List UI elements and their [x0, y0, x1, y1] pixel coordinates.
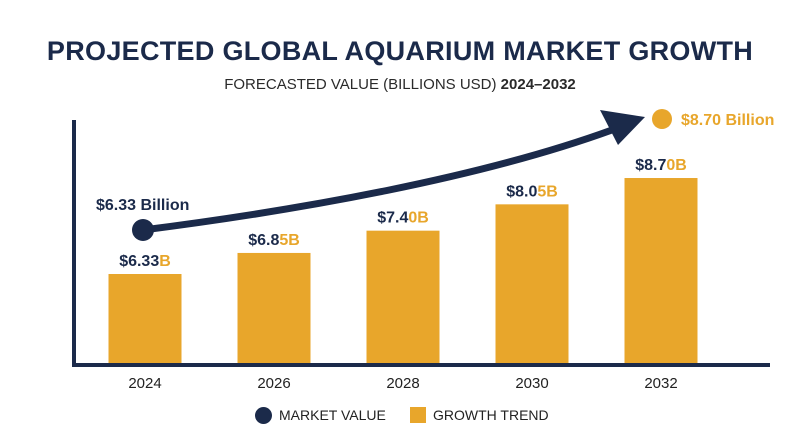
trend-start-marker	[132, 219, 154, 241]
legend-item-growth-trend: GROWTH TREND	[410, 404, 549, 426]
x-tick-label-2030: 2030	[515, 375, 548, 392]
legend: MARKET VALUE GROWTH TREND	[0, 404, 800, 426]
bar-2026	[237, 252, 311, 363]
subtitle-prefix: FORECASTED VALUE (BILLIONS USD)	[224, 76, 497, 93]
legend-square-icon	[410, 407, 426, 423]
bar-2024	[108, 274, 182, 363]
x-tick-label-2032: 2032	[644, 375, 677, 392]
trend-end-marker	[652, 109, 672, 129]
bar-2030	[495, 204, 569, 363]
value-label-main: $8.7	[635, 157, 666, 174]
legend-label: GROWTH TREND	[433, 407, 549, 423]
trend-end-label: $8.70 Billion	[681, 112, 774, 129]
x-tick-label-2028: 2028	[386, 375, 419, 392]
x-tick-label-2026: 2026	[257, 375, 290, 392]
bar-2028	[366, 230, 440, 363]
value-label-main: $8.0	[506, 183, 537, 200]
value-label-suffix: B	[159, 253, 171, 270]
chart-subtitle: FORECASTED VALUE (BILLIONS USD) 2024–203…	[0, 76, 800, 93]
value-label-main: $6.33	[119, 253, 159, 270]
value-label-main: $7.4	[377, 210, 408, 227]
x-tick-label-2024: 2024	[128, 375, 161, 392]
value-label-2028: $7.40B	[377, 210, 429, 227]
legend-label: MARKET VALUE	[279, 407, 386, 423]
subtitle-years: 2024–2032	[500, 76, 576, 93]
chart-title: PROJECTED GLOBAL AQUARIUM MARKET GROWTH	[46, 36, 754, 66]
legend-item-market-value: MARKET VALUE	[255, 404, 386, 426]
value-label-suffix: 0B	[408, 210, 428, 227]
legend-circle-icon	[255, 406, 272, 424]
trend-start-label: $6.33 Billion	[96, 197, 189, 214]
value-label-suffix: 5B	[537, 183, 557, 200]
value-label-suffix: 0B	[666, 157, 686, 174]
value-label-2032: $8.70B	[635, 157, 687, 174]
value-label-2024: $6.33B	[119, 253, 171, 270]
bar-2032	[624, 178, 698, 363]
trend-arrow-line	[139, 126, 616, 234]
value-label-2026: $6.85B	[248, 232, 300, 249]
value-label-suffix: 5B	[279, 232, 299, 249]
value-label-main: $6.8	[248, 232, 279, 249]
trend-arrowhead-icon	[600, 110, 645, 145]
value-label-2030: $8.05B	[506, 183, 558, 200]
